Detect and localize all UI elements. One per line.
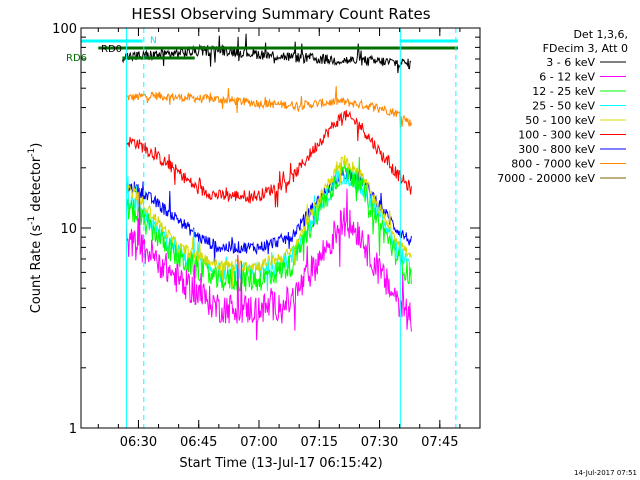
legend-label-7: 800 - 7000 keV [511, 158, 595, 171]
x-tick-label-4: 07:30 [361, 435, 398, 450]
legend-header-line2: FDecim 3, Att 0 [543, 42, 628, 55]
x-tick-label-5: 07:45 [421, 435, 458, 450]
y-axis-label-mid: detector [29, 156, 44, 216]
legend-label-1: 6 - 12 keV [539, 71, 595, 84]
x-tick-label-0: 06:30 [120, 435, 157, 450]
series-100-300-kevline [126, 110, 412, 208]
series-50-100-kevline [125, 154, 412, 288]
x-tick-label-1: 06:45 [180, 435, 217, 450]
chart-title: HESSI Observing Summary Count Rates [131, 5, 430, 23]
y-axis-label-sup2: -1 [27, 148, 37, 157]
n-label: N [150, 36, 157, 46]
series-3-6-kevline [121, 33, 412, 74]
y-tick-label-0: 1 [69, 422, 77, 437]
y-axis-label: Count Rate (s-1 detector-1) [27, 143, 44, 314]
legend: Det 1,3,6, FDecim 3, Att 0 3 - 6 keV 6 - … [497, 28, 628, 185]
legend-label-8: 7000 - 20000 keV [497, 172, 595, 185]
footer-date: 14-Jul-2017 07:51 [574, 469, 637, 477]
legend-label-4: 50 - 100 keV [525, 114, 595, 127]
x-axis: 06:30 06:45 07:00 07:15 07:30 07:45 [97, 28, 481, 450]
series-800-7000-kevline [126, 85, 412, 129]
plot-area [81, 28, 458, 428]
legend-label-2: 12 - 25 keV [532, 85, 595, 98]
plot-content [81, 28, 458, 428]
x-tick-label-3: 07:15 [301, 435, 338, 450]
y-axis-label-end: ) [29, 143, 44, 148]
x-tick-label-2: 07:00 [240, 435, 277, 450]
rd0-label: RD0 [101, 44, 122, 55]
legend-label-6: 300 - 800 keV [518, 143, 595, 156]
y-axis-label-main: Count Rate (s [29, 225, 44, 314]
rd6-label: RD6 [66, 53, 87, 64]
y-tick-label-1: 10 [60, 222, 77, 237]
y-axis-label-sup1: -1 [27, 216, 37, 225]
y-tick-label-2: 100 [52, 22, 77, 37]
legend-header-line1: Det 1,3,6, [573, 28, 628, 41]
series-6-12-kevline [125, 187, 412, 341]
legend-label-0: 3 - 6 keV [546, 56, 595, 69]
legend-label-3: 25 - 50 keV [532, 100, 595, 113]
x-axis-label: Start Time (13-Jul-17 06:15:42) [179, 456, 382, 471]
plot-frame [80, 27, 481, 429]
y-axis: 1 10 100 [52, 22, 480, 437]
legend-label-5: 100 - 300 keV [518, 129, 595, 142]
